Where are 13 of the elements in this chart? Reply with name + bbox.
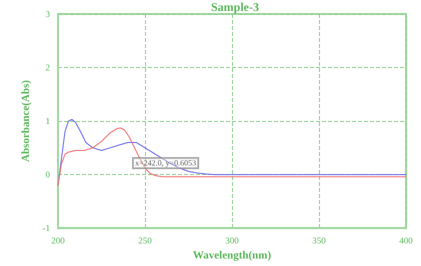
x-axis-title: Wavelength(nm) (192, 250, 272, 262)
y-axis-title: Absorbance(Abs) (20, 80, 32, 162)
y-tick-label: 3 (46, 9, 50, 19)
x-tick-label: 250 (138, 236, 152, 246)
x-tick-label: 300 (225, 236, 240, 246)
y-tick-label: 1 (46, 116, 50, 126)
x-tick-label: 350 (312, 236, 326, 246)
y-tick-label: 0 (46, 170, 50, 180)
x-tick-label: 200 (51, 236, 66, 246)
y-tick-label: 2 (46, 62, 50, 73)
y-tick-label: -1 (42, 223, 50, 234)
chart-title: Sample-3 (211, 0, 259, 14)
x-tick-label: 400 (399, 236, 414, 246)
